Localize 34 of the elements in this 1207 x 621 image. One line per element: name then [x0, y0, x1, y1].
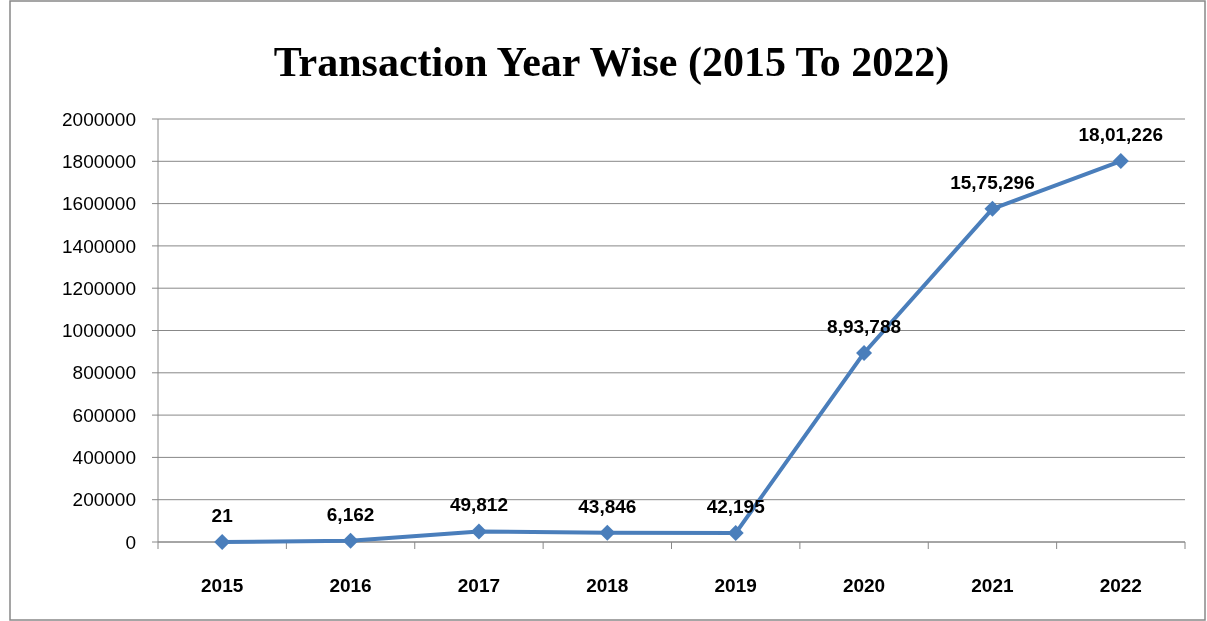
y-tick-label: 1600000 [62, 193, 136, 215]
y-tick-label: 400000 [72, 447, 136, 469]
point [214, 534, 231, 550]
point [984, 200, 1001, 217]
x-tick-label: 2017 [457, 575, 501, 596]
x-tick-label: 2021 [971, 575, 1014, 596]
data-label: 21 [211, 505, 234, 526]
x-tick-label: 2016 [329, 575, 372, 596]
x-tick-label: 2018 [586, 575, 629, 596]
data-label: 6,162 [326, 503, 375, 525]
x-tick-label: 2020 [842, 575, 886, 596]
point [727, 525, 744, 542]
x-tick-label: 2022 [1099, 575, 1142, 596]
y-tick-label: 800000 [72, 362, 136, 384]
chart-title: Transaction Year Wise (2015 To 2022) [273, 39, 950, 86]
data-label: 15,75,296 [950, 171, 1035, 193]
data-label: 18,01,226 [1078, 124, 1164, 146]
data-label: 49,812 [449, 494, 508, 516]
y-tick-label: 0 [125, 531, 136, 553]
point [342, 532, 359, 549]
point [599, 524, 616, 541]
x-tick-label: 2019 [714, 575, 757, 596]
y-tick-label: 1800000 [62, 150, 136, 172]
y-tick-label: 1000000 [62, 320, 136, 342]
data-label: 43,846 [578, 495, 637, 517]
point [1112, 153, 1129, 170]
x-tick-label: 2015 [201, 575, 244, 596]
y-tick-label: 200000 [72, 489, 136, 511]
point [470, 523, 487, 540]
point [856, 344, 873, 361]
y-tick-label: 1400000 [62, 235, 136, 257]
y-tick-label: 1200000 [62, 277, 136, 299]
y-tick-label: 600000 [72, 404, 136, 426]
y-tick-label: 2000000 [62, 108, 136, 130]
